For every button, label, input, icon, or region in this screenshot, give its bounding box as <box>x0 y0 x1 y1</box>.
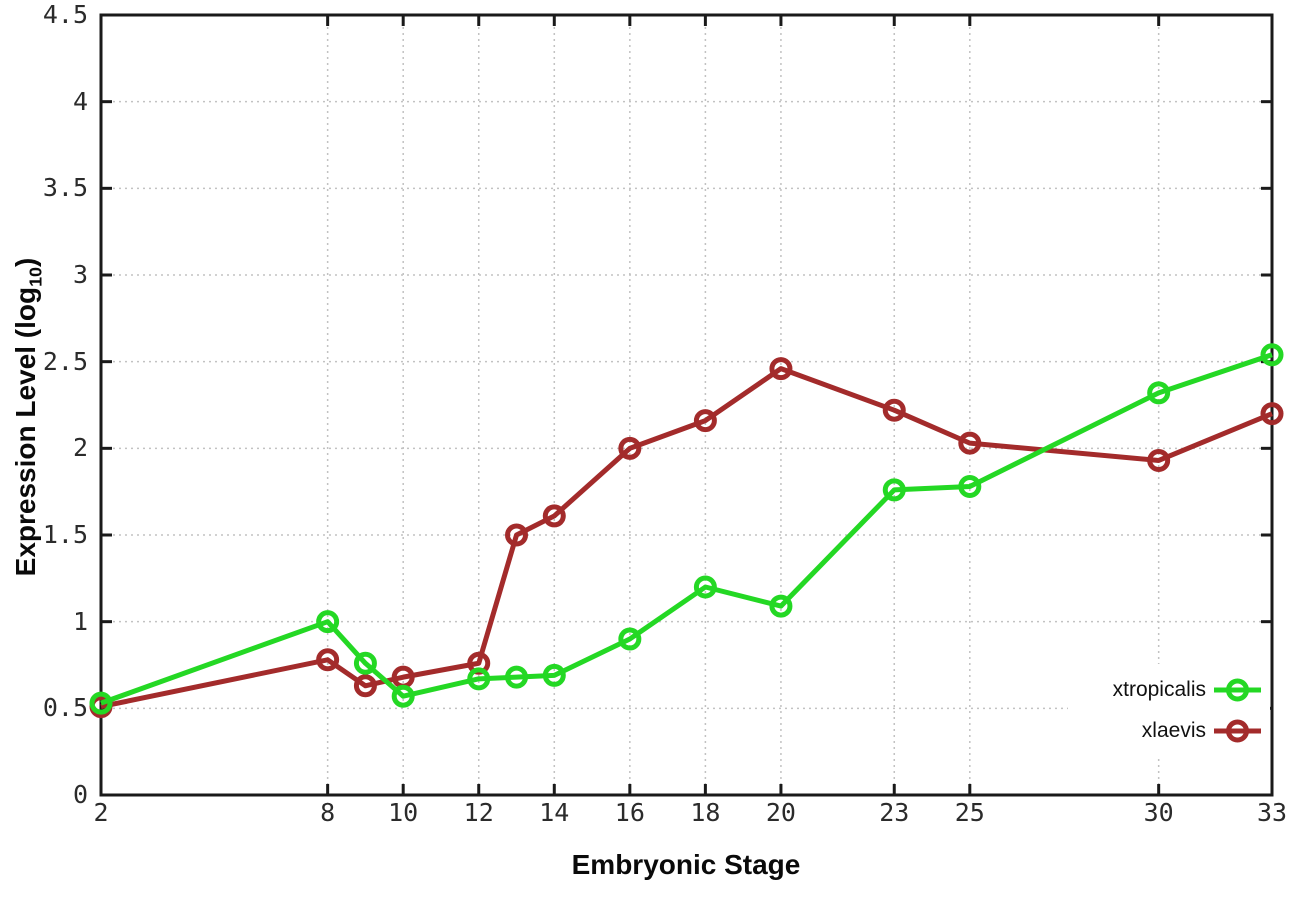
y-tick-label: 2.5 <box>42 346 88 376</box>
data-point-xtropicalis <box>89 691 113 715</box>
data-point-xtropicalis <box>769 594 793 618</box>
data-point-xlaevis <box>542 504 566 528</box>
x-tick-label: 33 <box>1256 798 1288 827</box>
data-point-xlaevis <box>693 409 717 433</box>
x-tick-label: 30 <box>1143 798 1174 827</box>
legend-sample-marker-xtropicalis <box>1226 678 1249 702</box>
x-tick-label: 2 <box>93 798 109 827</box>
legend-label-xtropicalis: xtropicalis <box>1112 678 1206 701</box>
x-tick-label: 23 <box>879 798 910 827</box>
data-point-xtropicalis <box>882 478 906 502</box>
data-point-xlaevis <box>353 674 377 698</box>
x-tick-label: 14 <box>539 798 570 827</box>
x-tick-label: 18 <box>690 798 721 827</box>
data-point-xtropicalis <box>505 665 529 689</box>
data-point-xtropicalis <box>391 684 415 708</box>
data-point-xlaevis <box>505 523 529 547</box>
y-tick-label: 0 <box>72 780 88 809</box>
data-point-xlaevis <box>882 398 906 422</box>
y-tick-label: 0.5 <box>42 693 88 723</box>
legend-label-xlaevis: xlaevis <box>1141 719 1206 742</box>
x-tick-label: 12 <box>463 798 494 827</box>
x-tick-label: 8 <box>320 798 336 827</box>
data-point-xlaevis <box>316 648 340 672</box>
y-tick-label: 3 <box>72 260 88 289</box>
y-tick-label: 1 <box>72 606 88 636</box>
data-point-xtropicalis <box>1147 381 1171 405</box>
y-tick-label: 2 <box>72 433 88 463</box>
y-tick-label: 4.5 <box>42 0 88 29</box>
y-tick-label: 4 <box>72 86 88 116</box>
x-tick-label: 10 <box>388 798 419 827</box>
data-point-xtropicalis <box>467 667 491 691</box>
data-point-xtropicalis <box>693 575 717 599</box>
data-point-xlaevis <box>769 357 793 381</box>
data-point-xlaevis <box>1260 402 1284 426</box>
data-point-xlaevis <box>958 431 982 455</box>
x-axis-title: Embryonic Stage <box>571 849 801 880</box>
data-point-xlaevis <box>1147 448 1171 472</box>
data-point-xtropicalis <box>618 627 642 651</box>
x-tick-label: 20 <box>765 798 796 827</box>
series-line-xtropicalis <box>100 352 1273 706</box>
legend-sample-marker-xlaevis <box>1226 719 1249 743</box>
x-tick-label: 16 <box>614 798 645 827</box>
data-point-xtropicalis <box>958 474 982 498</box>
data-point-xlaevis <box>618 436 642 460</box>
x-tick-label: 25 <box>954 798 985 827</box>
series-line-xlaevis <box>100 366 1273 710</box>
y-axis-title: Expression Level (log10) <box>6 177 46 657</box>
y-tick-label: 1.5 <box>42 520 88 549</box>
data-point-xtropicalis <box>1260 343 1284 367</box>
data-point-xtropicalis <box>316 610 340 634</box>
data-point-xtropicalis <box>542 663 566 687</box>
y-tick-label: 3.5 <box>42 173 88 203</box>
data-point-xtropicalis <box>353 651 377 675</box>
